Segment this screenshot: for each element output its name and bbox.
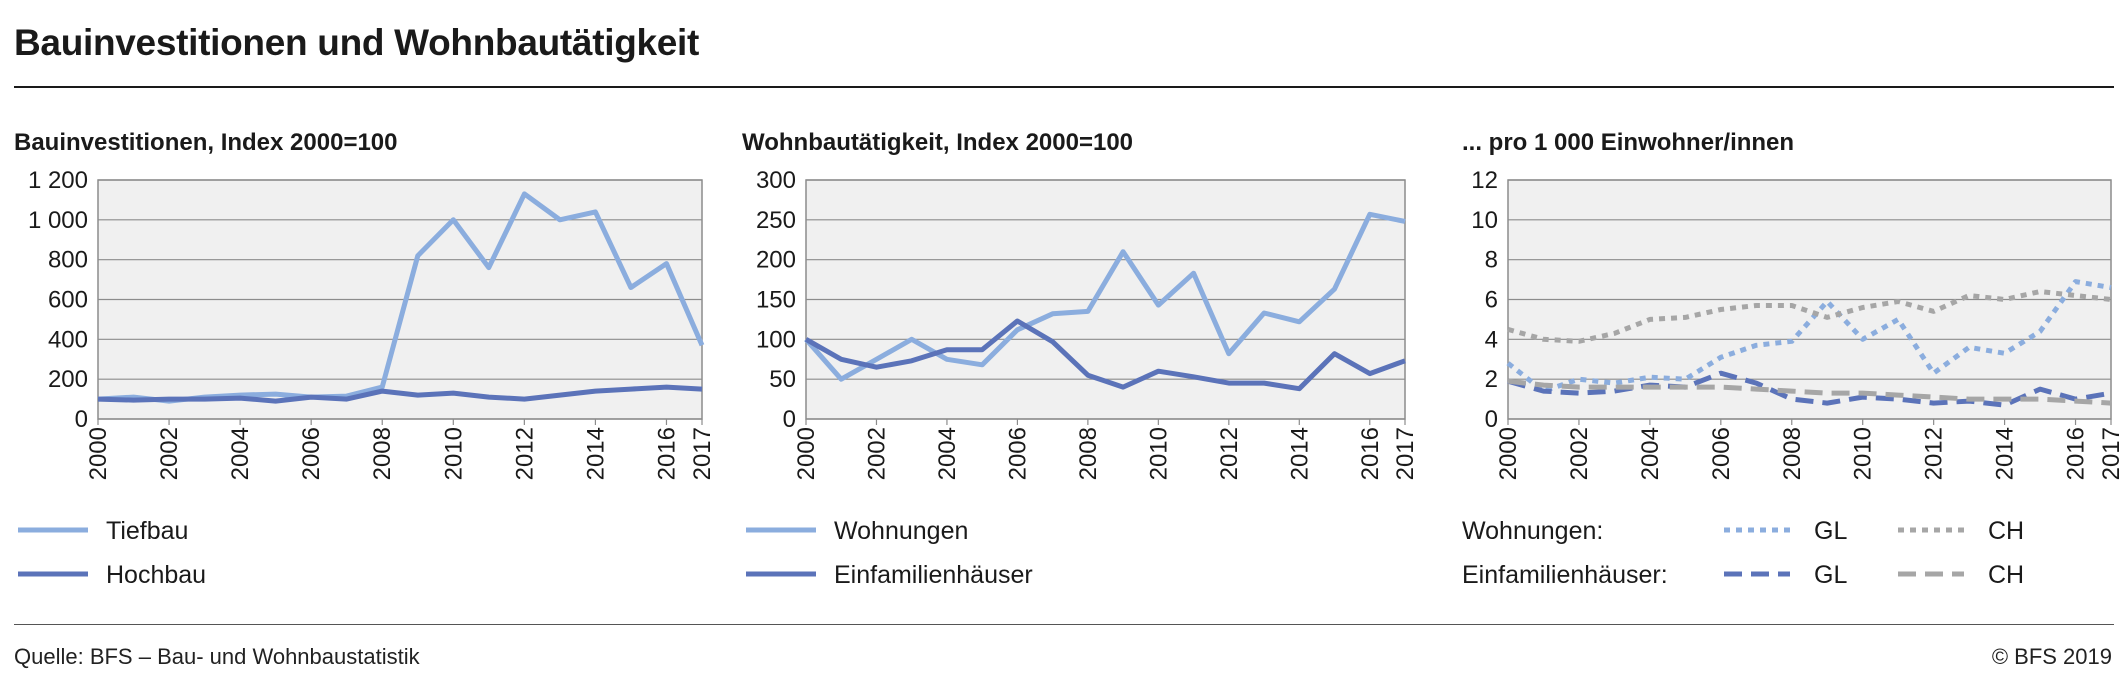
legend-label: CH (1988, 517, 2024, 545)
y-tick-label: 12 (1471, 167, 1498, 194)
legend-label: Tiefbau (106, 517, 188, 545)
y-tick-label: 0 (783, 406, 796, 433)
y-tick-label: 0 (1485, 406, 1498, 433)
chart-title: ... pro 1 000 Einwohner/innen (1462, 129, 1794, 156)
y-tick-label: 2 (1485, 366, 1498, 393)
x-tick-label: 2014 (1992, 427, 2019, 480)
x-tick-label: 2006 (298, 427, 325, 480)
copyright-note: © BFS 2019 (1991, 644, 2112, 669)
y-tick-label: 150 (756, 287, 796, 314)
x-tick-label: 2012 (1921, 427, 1948, 480)
series-line-einfamilienhäuser-ch (1507, 378, 2112, 406)
x-tick-label: 2000 (85, 427, 112, 480)
x-tick-label: 2008 (1075, 427, 1102, 480)
y-tick-label: 100 (756, 326, 796, 353)
x-tick-label: 2004 (227, 427, 254, 480)
x-tick-label: 2014 (1286, 427, 1313, 480)
x-tick-label: 2017 (1392, 427, 1419, 480)
x-tick-label: 2017 (2098, 427, 2125, 480)
x-tick-label: 2000 (1495, 427, 1522, 480)
y-tick-label: 1 200 (28, 167, 88, 194)
x-tick-label: 2008 (1779, 427, 1806, 480)
legend-group-label: Wohnungen: (1462, 517, 1603, 545)
x-tick-label: 2004 (934, 427, 961, 480)
legend-label: GL (1814, 561, 1847, 589)
y-tick-label: 4 (1485, 326, 1498, 353)
y-tick-label: 1 000 (28, 207, 88, 234)
x-tick-label: 2017 (689, 427, 716, 480)
x-tick-label: 2006 (1004, 427, 1031, 480)
legend-label: GL (1814, 517, 1847, 545)
y-tick-label: 300 (756, 167, 796, 194)
y-tick-label: 50 (769, 366, 796, 393)
y-tick-label: 8 (1485, 247, 1498, 274)
series-line-einfamilienhäuser (804, 318, 1406, 392)
chart-title: Wohnbautätigkeit, Index 2000=100 (742, 129, 1133, 156)
legend-label: CH (1988, 561, 2024, 589)
title-divider (14, 86, 2114, 88)
footer-divider (14, 624, 2114, 625)
y-tick-label: 200 (48, 366, 88, 393)
x-tick-label: 2002 (863, 427, 890, 480)
y-tick-label: 600 (48, 287, 88, 314)
source-note: Quelle: BFS – Bau- und Wohnbaustatistik (14, 644, 420, 669)
series-line-wohnungen-ch (1507, 289, 2112, 344)
legend-label: Einfamilienhäuser (834, 561, 1033, 589)
y-tick-label: 0 (75, 406, 88, 433)
y-tick-label: 800 (48, 247, 88, 274)
legend-group-label: Einfamilienhäuser: (1462, 561, 1668, 589)
x-tick-label: 2014 (582, 427, 609, 480)
x-tick-label: 2010 (440, 427, 467, 480)
x-tick-label: 2012 (511, 427, 538, 480)
series-line-einfamilienhäuser-gl (1507, 370, 2112, 408)
chart-title: Bauinvestitionen, Index 2000=100 (14, 129, 398, 156)
y-tick-label: 6 (1485, 287, 1498, 314)
legend-label: Hochbau (106, 561, 206, 589)
y-tick-label: 200 (756, 247, 796, 274)
page-title: Bauinvestitionen und Wohnbautätigkeit (14, 22, 700, 63)
x-tick-label: 2002 (1566, 427, 1593, 480)
x-tick-label: 2006 (1708, 427, 1735, 480)
y-tick-label: 250 (756, 207, 796, 234)
x-tick-label: 2004 (1637, 427, 1664, 480)
y-tick-label: 10 (1471, 207, 1498, 234)
x-tick-label: 2016 (653, 427, 680, 480)
x-tick-label: 2002 (156, 427, 183, 480)
x-tick-label: 2008 (369, 427, 396, 480)
x-tick-label: 2000 (793, 427, 820, 480)
y-tick-label: 400 (48, 326, 88, 353)
x-tick-label: 2010 (1850, 427, 1877, 480)
x-tick-label: 2010 (1145, 427, 1172, 480)
x-tick-label: 2012 (1216, 427, 1243, 480)
x-tick-label: 2016 (1357, 427, 1384, 480)
series-line-hochbau (97, 384, 703, 404)
series-line-wohnungen-gl (1506, 279, 2112, 394)
legend-label: Wohnungen (834, 517, 968, 545)
x-tick-label: 2016 (2063, 427, 2090, 480)
series-line-wohnungen (804, 211, 1406, 382)
